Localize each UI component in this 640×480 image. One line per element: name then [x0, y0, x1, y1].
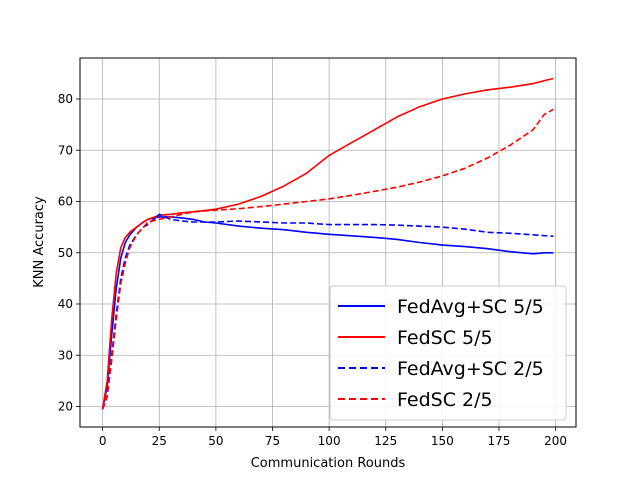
gridlines	[80, 58, 576, 427]
x-tick-label: 175	[488, 434, 511, 448]
y-tick-label: 20	[58, 400, 73, 414]
x-tick-label: 50	[208, 434, 223, 448]
y-tick-label: 60	[58, 195, 73, 209]
series-line-3	[101, 213, 554, 410]
x-tick-label: 200	[544, 434, 567, 448]
y-axis-ticks: 20 30 40 50 60 70 80	[58, 92, 80, 414]
x-axis-ticks: 0 25 50 75 100 125 150 175 200	[99, 427, 567, 448]
y-tick-label: 50	[58, 246, 73, 260]
x-axis-label: Communication Rounds	[251, 456, 406, 471]
series-line-1	[101, 216, 554, 410]
y-axis-label: KNN Accuracy	[32, 196, 47, 288]
y-tick-label: 80	[58, 92, 73, 106]
legend: FedAvg+SC 5/5 FedSC 5/5 FedAvg+SC 2/5 FedSC…	[329, 285, 567, 421]
series-line-4	[101, 108, 554, 410]
x-tick-label: 25	[152, 434, 167, 448]
y-tick-label: 30	[58, 348, 73, 362]
legend-label: FedSC 5/5	[397, 327, 493, 349]
legend-label: FedSC 2/5	[397, 389, 493, 411]
y-tick-label: 70	[58, 143, 73, 157]
legend-label: FedAvg+SC 2/5	[397, 358, 544, 380]
x-tick-label: 125	[374, 434, 397, 448]
legend-box	[329, 285, 567, 421]
y-tick-label: 40	[58, 297, 73, 311]
x-tick-label: 0	[99, 434, 107, 448]
legend-label: FedAvg+SC 5/5	[397, 296, 544, 318]
x-tick-label: 75	[265, 434, 280, 448]
x-tick-label: 150	[431, 434, 454, 448]
series-lines	[101, 77, 554, 410]
series-line-2	[101, 77, 554, 410]
x-tick-label: 100	[318, 434, 341, 448]
plot-frame	[79, 57, 577, 428]
